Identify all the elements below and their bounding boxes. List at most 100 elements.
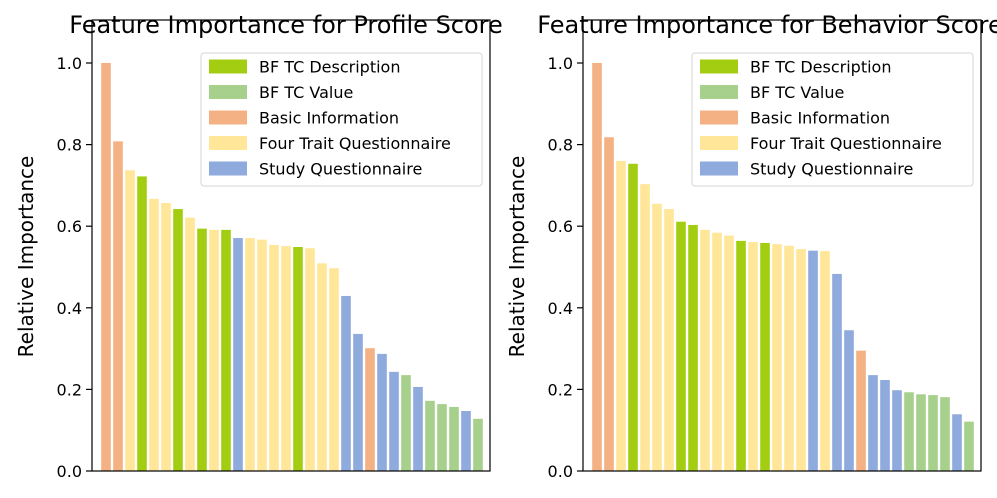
bar bbox=[928, 395, 938, 471]
bar bbox=[377, 353, 387, 471]
legend-box bbox=[200, 52, 483, 187]
bar bbox=[952, 414, 962, 471]
y-tick-label: 0.8 bbox=[548, 136, 573, 155]
bar bbox=[137, 176, 147, 472]
bar bbox=[413, 386, 423, 471]
legend-label: BF TC Value bbox=[259, 83, 353, 102]
chart-panel-1: 0.0 0.2 0.4 0.6 0.8 1.0 Relative Importance Fea… bbox=[14, 11, 503, 481]
bar bbox=[904, 392, 914, 471]
legend-label: Basic Information bbox=[259, 109, 399, 128]
bar bbox=[113, 141, 123, 471]
bar bbox=[245, 238, 255, 471]
legend-swatch bbox=[700, 136, 738, 150]
bar bbox=[916, 394, 926, 471]
legend-swatch bbox=[700, 161, 738, 176]
chart-title: Feature Importance for Profile Score bbox=[69, 11, 503, 39]
legend-swatch bbox=[209, 59, 247, 74]
bar bbox=[101, 63, 111, 471]
bar bbox=[856, 350, 866, 471]
chart-title: Feature Importance for Behavior Score bbox=[537, 11, 997, 39]
bar bbox=[892, 390, 902, 471]
bar bbox=[664, 209, 674, 471]
y-axis-title: Relative Importance bbox=[14, 156, 38, 358]
legend-swatch bbox=[700, 85, 738, 99]
legend-swatch bbox=[209, 85, 247, 99]
legend-label: Study Questionnaire bbox=[259, 160, 422, 179]
bar bbox=[269, 244, 279, 471]
legend-swatch bbox=[700, 59, 738, 74]
bar bbox=[281, 246, 291, 471]
bar bbox=[820, 251, 830, 471]
bar bbox=[772, 244, 782, 471]
bar bbox=[784, 245, 794, 471]
bar bbox=[209, 229, 219, 471]
bar bbox=[293, 247, 303, 471]
legend-swatch bbox=[209, 161, 247, 176]
y-tick-label: 0.6 bbox=[548, 217, 573, 236]
bar bbox=[221, 229, 231, 471]
bar bbox=[880, 380, 890, 471]
legend-swatch bbox=[700, 110, 738, 125]
bar bbox=[329, 268, 339, 471]
bar bbox=[401, 375, 411, 471]
bar bbox=[964, 421, 974, 471]
bar bbox=[437, 404, 447, 471]
legend-label: BF TC Description bbox=[750, 58, 891, 77]
legend-label: Study Questionnaire bbox=[750, 160, 913, 179]
legend-label: Four Trait Questionnaire bbox=[259, 134, 451, 153]
bar bbox=[389, 371, 399, 471]
legend-label: Basic Information bbox=[750, 109, 890, 128]
y-tick-label: 0.2 bbox=[57, 380, 82, 399]
bar bbox=[844, 330, 854, 471]
bars-group bbox=[592, 63, 974, 472]
y-tick-label: 0.4 bbox=[57, 299, 82, 318]
bar bbox=[173, 209, 183, 471]
bar bbox=[461, 411, 471, 471]
y-axis-title: Relative Importance bbox=[505, 156, 529, 358]
bar bbox=[197, 228, 207, 471]
bar bbox=[760, 242, 770, 471]
bar bbox=[365, 348, 375, 471]
y-tick-label: 0.0 bbox=[548, 462, 573, 481]
bar bbox=[353, 333, 363, 471]
legend-label: BF TC Description bbox=[259, 58, 400, 77]
y-tick-label: 0.0 bbox=[57, 462, 82, 481]
bar bbox=[628, 163, 638, 471]
bar bbox=[640, 184, 650, 471]
legend-label: Four Trait Questionnaire bbox=[750, 134, 942, 153]
bar bbox=[233, 238, 243, 471]
legend: BF TC Description BF TC Value Basic Inform… bbox=[200, 52, 483, 187]
bar bbox=[305, 248, 315, 471]
bar bbox=[832, 273, 842, 471]
bar bbox=[688, 224, 698, 471]
bar bbox=[425, 400, 435, 471]
plot-frame bbox=[91, 19, 491, 472]
bar bbox=[724, 235, 734, 471]
bar bbox=[748, 242, 758, 471]
bar bbox=[317, 263, 327, 471]
bar bbox=[796, 249, 806, 471]
legend-swatch bbox=[209, 110, 247, 125]
bar bbox=[652, 203, 662, 471]
bar bbox=[868, 375, 878, 471]
bar bbox=[473, 418, 483, 471]
bar bbox=[257, 239, 267, 471]
y-tick-label: 0.2 bbox=[548, 380, 573, 399]
plot-frame bbox=[582, 19, 982, 472]
legend-box bbox=[691, 52, 974, 187]
bar bbox=[808, 250, 818, 471]
bar bbox=[341, 295, 351, 471]
y-tick-label: 0.6 bbox=[57, 217, 82, 236]
bar bbox=[940, 397, 950, 471]
bar bbox=[604, 137, 614, 471]
legend-swatch bbox=[209, 136, 247, 150]
bar bbox=[149, 198, 159, 472]
bar bbox=[616, 160, 626, 472]
bar bbox=[592, 63, 602, 471]
y-tick-label: 0.8 bbox=[57, 136, 82, 155]
bar bbox=[161, 202, 171, 471]
bar bbox=[449, 406, 459, 471]
bar bbox=[125, 170, 135, 472]
legend: BF TC Description BF TC Value Basic Inform… bbox=[691, 52, 974, 187]
